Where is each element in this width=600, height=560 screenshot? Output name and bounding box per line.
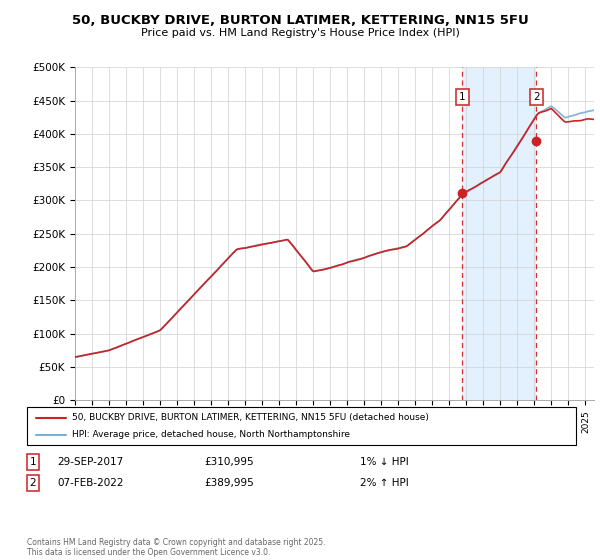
- Text: 50, BUCKBY DRIVE, BURTON LATIMER, KETTERING, NN15 5FU (detached house): 50, BUCKBY DRIVE, BURTON LATIMER, KETTER…: [72, 413, 429, 422]
- Text: 2: 2: [29, 478, 37, 488]
- Text: 29-SEP-2017: 29-SEP-2017: [57, 457, 123, 467]
- Text: 1% ↓ HPI: 1% ↓ HPI: [360, 457, 409, 467]
- Text: 07-FEB-2022: 07-FEB-2022: [57, 478, 124, 488]
- Text: Contains HM Land Registry data © Crown copyright and database right 2025.
This d: Contains HM Land Registry data © Crown c…: [27, 538, 325, 557]
- Text: HPI: Average price, detached house, North Northamptonshire: HPI: Average price, detached house, Nort…: [72, 430, 350, 439]
- Text: 2% ↑ HPI: 2% ↑ HPI: [360, 478, 409, 488]
- Text: £389,995: £389,995: [204, 478, 254, 488]
- Text: 2: 2: [533, 92, 539, 102]
- Text: 1: 1: [459, 92, 466, 102]
- Bar: [462, 67, 536, 400]
- Text: 1: 1: [29, 457, 37, 467]
- Text: 50, BUCKBY DRIVE, BURTON LATIMER, KETTERING, NN15 5FU: 50, BUCKBY DRIVE, BURTON LATIMER, KETTER…: [71, 14, 529, 27]
- Text: £310,995: £310,995: [204, 457, 254, 467]
- Text: Price paid vs. HM Land Registry's House Price Index (HPI): Price paid vs. HM Land Registry's House …: [140, 28, 460, 38]
